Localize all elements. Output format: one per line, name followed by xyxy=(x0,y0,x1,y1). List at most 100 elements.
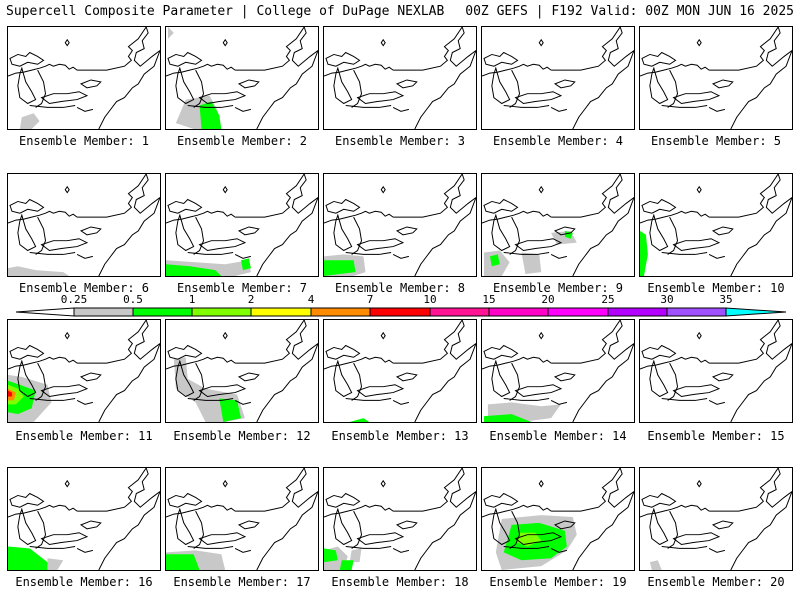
ensemble-panel-2 xyxy=(165,26,319,130)
scp-shaded-region xyxy=(199,101,222,129)
colorbar-segment xyxy=(250,307,312,317)
scp-shaded-region xyxy=(349,418,370,422)
ensemble-panel-5 xyxy=(639,26,793,130)
ensemble-member-label: Ensemble Member: 18 xyxy=(331,575,469,589)
colorbar-tick-label: 1 xyxy=(188,293,196,306)
ensemble-panel-18 xyxy=(323,467,477,571)
scp-shaded-region xyxy=(219,398,242,422)
ensemble-panel-14 xyxy=(481,319,635,423)
colorbar-arrow-high xyxy=(725,307,787,317)
scp-shaded-region xyxy=(47,558,64,570)
scp-shaded-region xyxy=(324,548,338,563)
colorbar: 0.25 0.5 1 2 4 7 10 15 20 25 30 35 xyxy=(0,293,800,320)
colorbar-segment xyxy=(73,307,134,317)
map-graphic xyxy=(640,174,792,276)
ensemble-panel-1 xyxy=(7,26,161,130)
colorbar-tick-label: 2 xyxy=(247,293,255,306)
ensemble-member-label: Ensemble Member: 11 xyxy=(15,429,153,443)
scp-shaded-region xyxy=(349,548,362,563)
ensemble-panel-7 xyxy=(165,173,319,277)
map-graphic xyxy=(166,27,318,129)
map-graphic xyxy=(166,468,318,570)
colorbar-tick-label: 25 xyxy=(601,293,615,306)
ensemble-member-label: Ensemble Member: 7 xyxy=(176,281,308,295)
ensemble-member-label: Ensemble Member: 13 xyxy=(331,429,469,443)
map-graphic xyxy=(482,468,634,570)
map-graphic xyxy=(8,27,160,129)
ensemble-panel-11 xyxy=(7,319,161,423)
ensemble-panel-10 xyxy=(639,173,793,277)
colorbar-tick-label: 0.5 xyxy=(123,293,143,306)
map-graphic xyxy=(640,320,792,422)
ensemble-member-label: Ensemble Member: 8 xyxy=(334,281,466,295)
map-graphic xyxy=(8,174,160,276)
map-graphic xyxy=(8,468,160,570)
colorbar-tick-label: 30 xyxy=(660,293,674,306)
scp-shaded-region xyxy=(489,254,500,267)
ensemble-member-label: Ensemble Member: 4 xyxy=(492,134,624,148)
colorbar-segment xyxy=(310,307,371,317)
map-graphic xyxy=(324,174,476,276)
ensemble-member-label: Ensemble Member: 19 xyxy=(489,575,627,589)
ensemble-member-label: Ensemble Member: 20 xyxy=(647,575,785,589)
map-graphic xyxy=(324,468,476,570)
map-graphic xyxy=(640,468,792,570)
ensemble-panel-20 xyxy=(639,467,793,571)
scp-shaded-region xyxy=(483,414,532,422)
scp-shaded-region xyxy=(241,258,251,271)
ensemble-panel-4 xyxy=(481,26,635,130)
scp-shaded-region xyxy=(521,252,542,275)
ensemble-member-label: Ensemble Member: 14 xyxy=(489,429,627,443)
colorbar-segment xyxy=(666,307,727,317)
ensemble-member-label: Ensemble Member: 5 xyxy=(650,134,782,148)
colorbar-tick-label: 15 xyxy=(482,293,496,306)
ensemble-panel-3 xyxy=(323,26,477,130)
valid-time-label: 00Z GEFS | F192 Valid: 00Z MON JUN 16 20… xyxy=(465,4,794,19)
ensemble-panel-9 xyxy=(481,173,635,277)
map-graphic xyxy=(482,27,634,129)
ensemble-panel-12 xyxy=(165,319,319,423)
colorbar-segment xyxy=(488,307,549,317)
colorbar-tick-label: 0.25 xyxy=(60,293,88,306)
page-title: Supercell Composite Parameter | College … xyxy=(6,4,445,19)
colorbar-segment xyxy=(369,307,431,317)
scp-shaded-region xyxy=(640,230,648,276)
colorbar-tick-label: 35 xyxy=(719,293,733,306)
ensemble-member-label: Ensemble Member: 1 xyxy=(18,134,150,148)
colorbar-segment xyxy=(607,307,668,317)
colorbar-arrow-low xyxy=(15,307,75,317)
ensemble-panel-16 xyxy=(7,467,161,571)
ensemble-panel-13 xyxy=(323,319,477,423)
scp-shaded-region xyxy=(8,546,48,570)
colorbar-tick-label: 10 xyxy=(423,293,437,306)
scp-shaded-region xyxy=(551,230,577,245)
ensemble-member-label: Ensemble Member: 15 xyxy=(647,429,785,443)
ensemble-member-label: Ensemble Member: 10 xyxy=(647,281,785,295)
scp-shaded-region xyxy=(324,260,356,276)
map-graphic xyxy=(324,320,476,422)
colorbar-graphic xyxy=(15,307,787,317)
ensemble-member-label: Ensemble Member: 3 xyxy=(334,134,466,148)
colorbar-tick-label: 4 xyxy=(307,293,315,306)
map-graphic xyxy=(166,320,318,422)
scp-shaded-region xyxy=(166,554,200,570)
map-graphic xyxy=(166,174,318,276)
map-graphic xyxy=(482,174,634,276)
map-graphic xyxy=(640,27,792,129)
colorbar-segment xyxy=(191,307,252,317)
ensemble-panel-17 xyxy=(165,467,319,571)
colorbar-segment xyxy=(132,307,193,317)
ensemble-panel-19 xyxy=(481,467,635,571)
colorbar-segment xyxy=(547,307,609,317)
scp-shaded-region xyxy=(19,113,40,129)
ensemble-member-label: Ensemble Member: 2 xyxy=(176,134,308,148)
ensemble-member-label: Ensemble Member: 17 xyxy=(173,575,311,589)
scp-shaded-region xyxy=(339,560,354,570)
scp-shaded-region xyxy=(167,27,174,39)
map-graphic xyxy=(482,320,634,422)
colorbar-segment xyxy=(429,307,490,317)
ensemble-panel-6 xyxy=(7,173,161,277)
ensemble-panel-8 xyxy=(323,173,477,277)
ensemble-member-label: Ensemble Member: 6 xyxy=(18,281,150,295)
